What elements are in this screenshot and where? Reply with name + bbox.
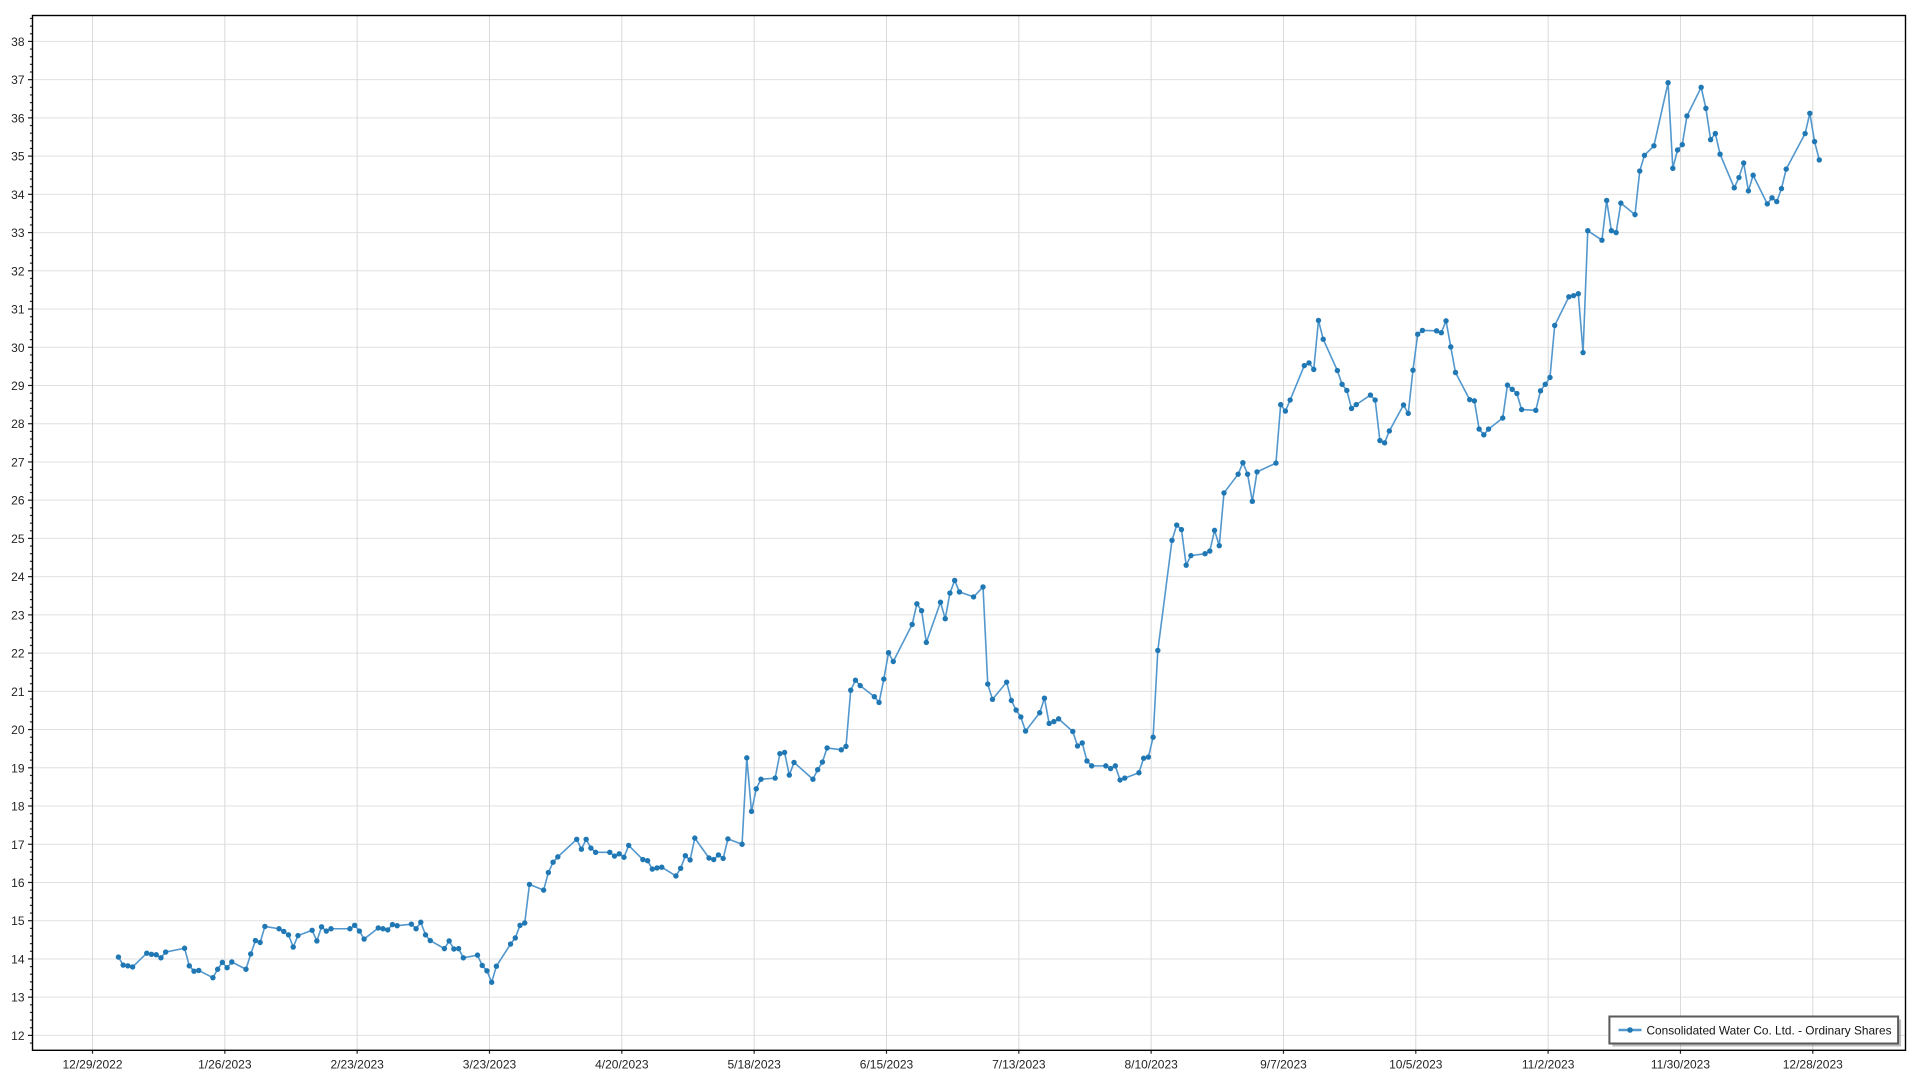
- svg-text:37: 37: [11, 73, 25, 87]
- svg-text:5/18/2023: 5/18/2023: [727, 1057, 781, 1071]
- svg-text:12/28/2023: 12/28/2023: [1783, 1057, 1843, 1071]
- svg-text:29: 29: [11, 379, 25, 393]
- svg-text:27: 27: [11, 455, 25, 469]
- svg-text:13: 13: [11, 991, 25, 1005]
- svg-text:36: 36: [11, 111, 25, 125]
- svg-text:20: 20: [11, 723, 25, 737]
- svg-text:28: 28: [11, 417, 25, 431]
- svg-text:12/29/2022: 12/29/2022: [62, 1057, 122, 1071]
- svg-text:3/23/2023: 3/23/2023: [463, 1057, 517, 1071]
- svg-text:15: 15: [11, 914, 25, 928]
- svg-text:16: 16: [11, 876, 25, 890]
- svg-text:6/15/2023: 6/15/2023: [860, 1057, 914, 1071]
- svg-text:17: 17: [11, 838, 25, 852]
- svg-text:7/13/2023: 7/13/2023: [992, 1057, 1046, 1071]
- svg-text:30: 30: [11, 341, 25, 355]
- svg-text:12: 12: [11, 1029, 25, 1043]
- svg-text:34: 34: [11, 188, 25, 202]
- svg-text:25: 25: [11, 532, 25, 546]
- svg-text:24: 24: [11, 570, 25, 584]
- svg-text:8/10/2023: 8/10/2023: [1124, 1057, 1178, 1071]
- svg-text:14: 14: [11, 952, 25, 966]
- svg-text:11/2/2023: 11/2/2023: [1522, 1057, 1575, 1071]
- svg-text:26: 26: [11, 494, 25, 508]
- svg-text:19: 19: [11, 761, 25, 775]
- svg-text:22: 22: [11, 647, 25, 661]
- svg-text:31: 31: [11, 303, 25, 317]
- svg-text:Consolidated Water Co. Ltd. -: Consolidated Water Co. Ltd. - Ordinary S…: [1647, 1023, 1892, 1037]
- svg-text:4/20/2023: 4/20/2023: [595, 1057, 649, 1071]
- svg-text:38: 38: [11, 35, 25, 49]
- svg-text:10/5/2023: 10/5/2023: [1389, 1057, 1443, 1071]
- svg-text:32: 32: [11, 264, 25, 278]
- svg-text:2/23/2023: 2/23/2023: [330, 1057, 384, 1071]
- svg-text:23: 23: [11, 608, 25, 622]
- svg-text:21: 21: [11, 685, 25, 699]
- svg-text:9/7/2023: 9/7/2023: [1260, 1057, 1307, 1071]
- svg-text:35: 35: [11, 150, 25, 164]
- svg-text:11/30/2023: 11/30/2023: [1651, 1057, 1710, 1071]
- svg-text:18: 18: [11, 800, 25, 814]
- svg-text:33: 33: [11, 226, 25, 240]
- svg-text:1/26/2023: 1/26/2023: [198, 1057, 252, 1071]
